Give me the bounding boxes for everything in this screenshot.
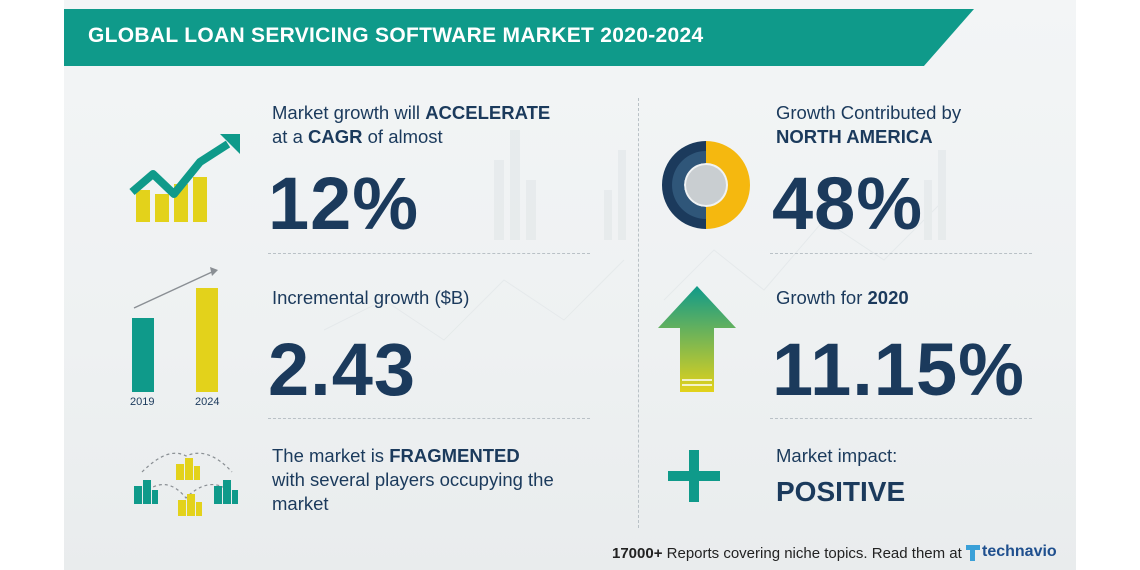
page-title: GLOBAL LOAN SERVICING SOFTWARE MARKET 20… [88, 24, 704, 47]
growth2020-label: Growth for 2020 [776, 287, 909, 308]
fragmented-label: The market is FRAGMENTED with several pl… [272, 445, 554, 514]
up-arrow-icon [658, 286, 736, 392]
buildings-network-icon [134, 452, 238, 516]
row-divider-right-2 [770, 418, 1032, 419]
technavio-link[interactable]: technavio [982, 543, 1057, 560]
row-divider-right-1 [770, 253, 1032, 254]
row-divider-left-1 [268, 253, 590, 254]
incremental-label: Incremental growth ($B) [272, 287, 470, 308]
technavio-logo-icon [966, 545, 980, 561]
infographic-panel [64, 0, 1076, 570]
region-value: 48% [772, 162, 924, 245]
incremental-value: 2.43 [268, 328, 417, 411]
title-banner [64, 9, 974, 66]
year-start-label: 2019 [130, 396, 155, 408]
donut-share-icon [662, 141, 750, 229]
background-decoration [323, 130, 946, 341]
footer-text: 17000+ Reports covering niche topics. Re… [612, 545, 962, 562]
cagr-label: Market growth will ACCELERATE at a CAGR … [272, 102, 551, 147]
growth-chart-arrow-icon [129, 134, 240, 222]
bar-comparison-icon [132, 267, 218, 392]
cagr-value: 12% [268, 162, 420, 245]
column-divider [638, 98, 639, 528]
plus-icon [668, 450, 720, 502]
region-label: Growth Contributed by NORTH AMERICA [776, 102, 962, 147]
year-end-label: 2024 [195, 396, 220, 408]
impact-value: POSITIVE [776, 476, 906, 507]
impact-label: Market impact: [776, 445, 898, 466]
growth2020-value: 11.15% [772, 328, 1025, 411]
row-divider-left-2 [268, 418, 590, 419]
